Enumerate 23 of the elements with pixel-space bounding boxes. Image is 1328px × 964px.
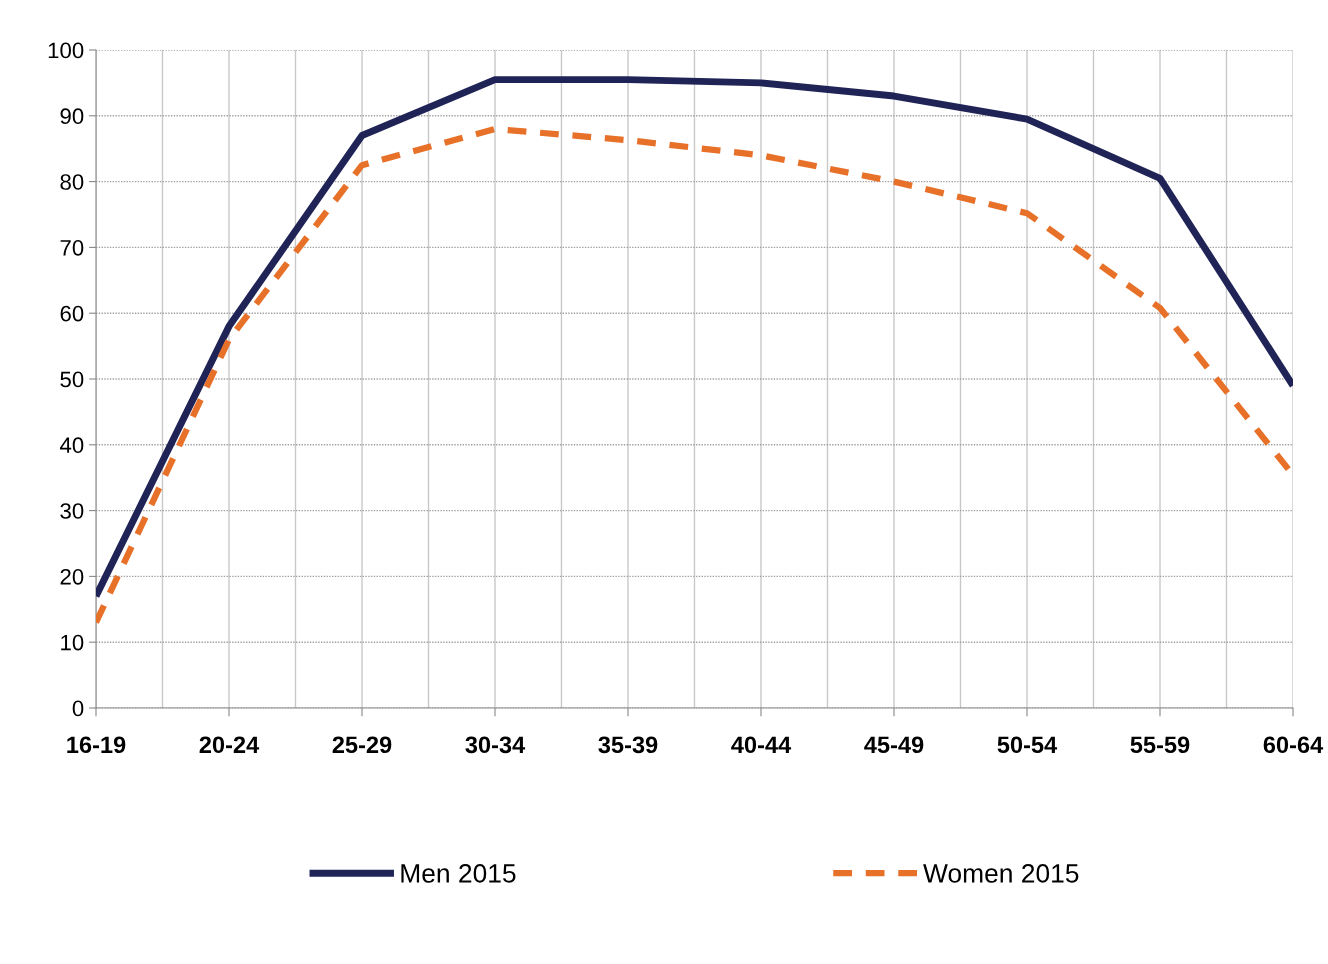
y-tick-label: 10 (61, 634, 84, 651)
x-tick-label: 25-29 (332, 736, 392, 754)
y-tick-label: 30 (60, 503, 84, 519)
y-tick-label: 20 (60, 568, 84, 585)
legend-label: Men 2015 (401, 864, 516, 883)
y-tick-label: 0 (72, 700, 84, 717)
y-tick-label: 50 (60, 371, 84, 388)
x-tick-label: 55-59 (1130, 736, 1190, 754)
x-tick-label: 16-19 (67, 736, 126, 754)
legend-label: Women 2015 (923, 864, 1079, 883)
x-tick-label: 35-39 (598, 736, 658, 754)
y-tick-label: 40 (59, 437, 84, 454)
x-tick-label: 50-54 (997, 736, 1058, 754)
x-tick-label: 20-24 (199, 736, 260, 754)
y-tick-label: 60 (60, 305, 84, 322)
x-tick-label: 60-64 (1263, 736, 1324, 754)
y-tick-label: 80 (60, 174, 84, 190)
y-tick-label: 70 (60, 239, 84, 256)
y-tick-label: 100 (48, 42, 84, 59)
x-tick-label: 30-34 (465, 736, 526, 754)
x-tick-label: 45-49 (864, 736, 924, 754)
y-tick-label: 90 (60, 108, 84, 125)
x-tick-label: 40-44 (731, 736, 792, 754)
